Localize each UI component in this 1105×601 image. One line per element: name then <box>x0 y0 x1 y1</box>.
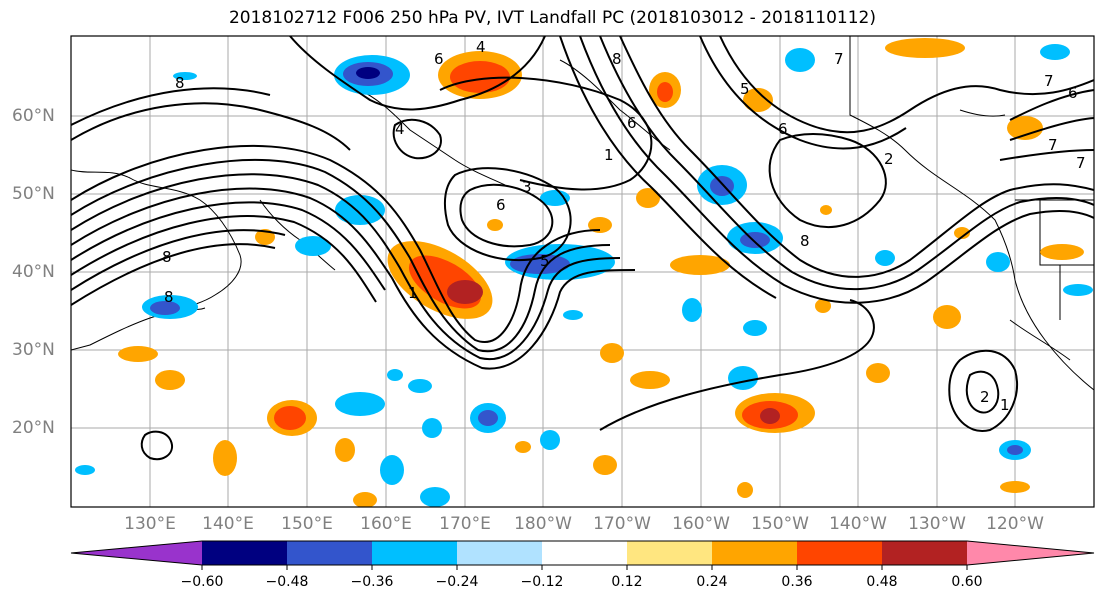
colorbar-bin <box>712 541 797 565</box>
contour-label: 6 <box>496 196 506 214</box>
lon-label: 130°W <box>908 514 966 534</box>
lon-label: 130°E <box>124 514 176 534</box>
colorbar-tick-label: −0.24 <box>435 574 479 590</box>
colorbar-extend-left <box>71 541 202 565</box>
contour-labels: 8 4 6 8 7 6 5 7 2 7 8 6 1 6 3 8 5 4 1 6 … <box>162 38 1086 414</box>
map-title: 2018102712 F006 250 hPa PV, IVT Landfall… <box>228 8 876 28</box>
colorbar-tick-label: 0.48 <box>866 574 898 590</box>
contour-label: 7 <box>1048 136 1058 154</box>
colorbar-bin <box>457 541 542 565</box>
lat-label: 40°N <box>12 262 55 282</box>
colorbar-tick-label: −0.36 <box>350 574 394 590</box>
lon-label: 160°W <box>672 514 730 534</box>
colorbar-tick-label: −0.48 <box>265 574 309 590</box>
contour-label: 2 <box>884 150 894 168</box>
contour-label: 7 <box>1076 154 1086 172</box>
colorbar-extend-right <box>967 541 1094 565</box>
colorbar-bin <box>542 541 627 565</box>
colorbar-bin <box>882 541 967 565</box>
lon-label: 140°E <box>202 514 254 534</box>
map-frame <box>70 35 1095 508</box>
coastlines <box>71 36 1094 391</box>
colorbar-bin <box>372 541 457 565</box>
contour-label: 4 <box>476 38 486 56</box>
lon-label: 160°E <box>360 514 412 534</box>
colorbar-bin <box>627 541 712 565</box>
lat-label: 20°N <box>12 418 55 438</box>
colorbar-bin <box>202 541 287 565</box>
contour-label: 7 <box>1044 72 1054 90</box>
colorbar-tick-label: 0.60 <box>951 574 983 590</box>
contour-label: 6 <box>778 120 788 138</box>
contour-label: 7 <box>834 50 844 68</box>
colorbar-tick-label: 0.12 <box>611 574 643 590</box>
contour-label: 8 <box>175 74 185 92</box>
colorbar-tick-label: −0.60 <box>180 574 224 590</box>
lon-label: 150°W <box>751 514 809 534</box>
contour-label: 6 <box>1068 84 1078 102</box>
contour-label: 1 <box>604 146 614 164</box>
colorbar-tick-label: 0.36 <box>781 574 813 590</box>
contour-label: 5 <box>540 252 550 270</box>
colorbar-tick-label: −0.12 <box>520 574 564 590</box>
contour-label: 1 <box>408 284 418 302</box>
map-content: 8 4 6 8 7 6 5 7 2 7 8 6 1 6 3 8 5 4 1 6 … <box>71 36 1094 507</box>
pv-contours <box>71 36 1094 461</box>
contour-label: 5 <box>740 80 750 98</box>
contour-label: 4 <box>395 120 405 138</box>
pv-anomaly-shading <box>75 38 1093 507</box>
lon-label: 140°W <box>829 514 887 534</box>
contour-label: 1 <box>1000 396 1010 414</box>
lon-label: 120°W <box>986 514 1044 534</box>
lon-label: 150°E <box>281 514 333 534</box>
lon-label: 170°W <box>593 514 651 534</box>
contour-label: 6 <box>627 114 637 132</box>
contour-label: 8 <box>800 232 810 250</box>
contour-label: 6 <box>434 50 444 68</box>
colorbar-bin <box>797 541 882 565</box>
colorbar-tick-label: 0.24 <box>696 574 728 590</box>
contour-label: 8 <box>164 288 174 306</box>
contour-label: 3 <box>522 178 532 196</box>
contour-label: 8 <box>612 50 622 68</box>
contour-label: 8 <box>162 248 172 266</box>
colorbar <box>70 540 1095 570</box>
lat-label: 60°N <box>12 106 55 126</box>
colorbar-bin <box>287 541 372 565</box>
lat-label: 50°N <box>12 184 55 204</box>
lon-label: 170°E <box>439 514 491 534</box>
lat-label: 30°N <box>12 340 55 360</box>
lon-label: 180°W <box>514 514 572 534</box>
contour-label: 2 <box>980 388 990 406</box>
